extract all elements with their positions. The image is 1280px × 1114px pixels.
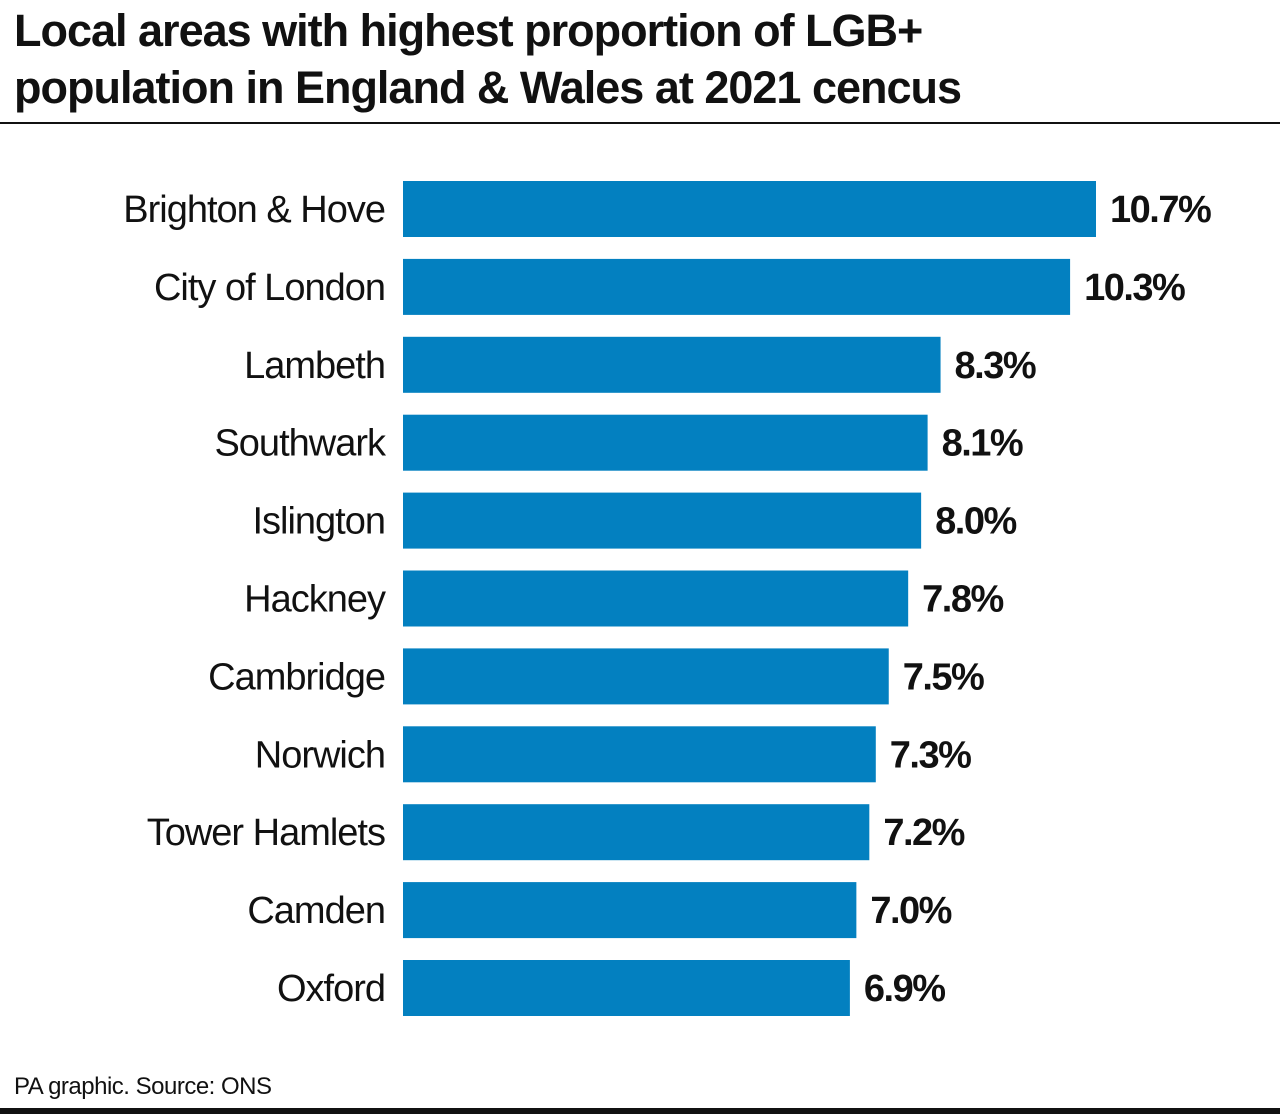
bar	[403, 181, 1096, 237]
bar	[403, 648, 889, 705]
category-label: Brighton & Hove	[123, 189, 385, 231]
category-label: Southwark	[214, 423, 387, 465]
value-label: 10.7%	[1110, 189, 1211, 231]
bar	[403, 804, 870, 861]
value-label: 7.0%	[870, 890, 951, 932]
bar	[403, 258, 1071, 315]
title-divider	[0, 122, 1280, 124]
title-line-2: population in England & Wales at 2021 ce…	[14, 62, 962, 113]
bar	[403, 492, 922, 549]
bar	[403, 336, 941, 393]
title-line-1: Local areas with highest proportion of L…	[14, 5, 923, 56]
value-label: 8.1%	[942, 423, 1023, 465]
bar	[403, 414, 928, 471]
value-label: 8.3%	[955, 345, 1036, 387]
chart-title: Local areas with highest proportion of L…	[14, 2, 962, 116]
category-label: Camden	[247, 890, 385, 932]
category-label: Hackney	[244, 579, 386, 621]
category-label: Lambeth	[244, 345, 385, 387]
value-label: 10.3%	[1084, 267, 1185, 309]
bar	[403, 960, 850, 1016]
bar	[403, 882, 857, 939]
value-label: 8.0%	[935, 501, 1016, 543]
bar	[403, 570, 909, 627]
value-label: 7.5%	[903, 656, 984, 698]
value-label: 6.9%	[864, 968, 945, 1010]
bottom-border	[0, 1108, 1280, 1114]
category-label: City of London	[154, 267, 385, 309]
value-label: 7.2%	[883, 812, 964, 854]
bar	[403, 726, 876, 783]
category-label: Tower Hamlets	[147, 812, 385, 854]
category-label: Norwich	[255, 734, 385, 776]
value-label: 7.8%	[922, 579, 1003, 621]
source-footer: PA graphic. Source: ONS	[14, 1073, 272, 1100]
value-label: 7.3%	[890, 734, 971, 776]
category-label: Cambridge	[208, 656, 385, 698]
category-label: Oxford	[277, 968, 385, 1010]
category-label: Islington	[252, 501, 385, 543]
